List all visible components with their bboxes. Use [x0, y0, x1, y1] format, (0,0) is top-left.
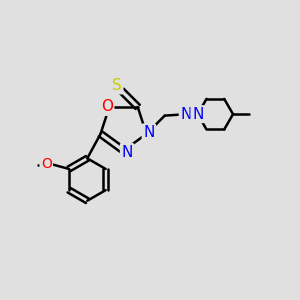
Text: O: O: [41, 157, 52, 171]
Text: O: O: [101, 99, 113, 114]
Text: N: N: [121, 145, 133, 160]
Text: N: N: [192, 107, 203, 122]
Text: N: N: [180, 107, 192, 122]
Text: N: N: [143, 125, 154, 140]
Text: S: S: [112, 78, 122, 93]
